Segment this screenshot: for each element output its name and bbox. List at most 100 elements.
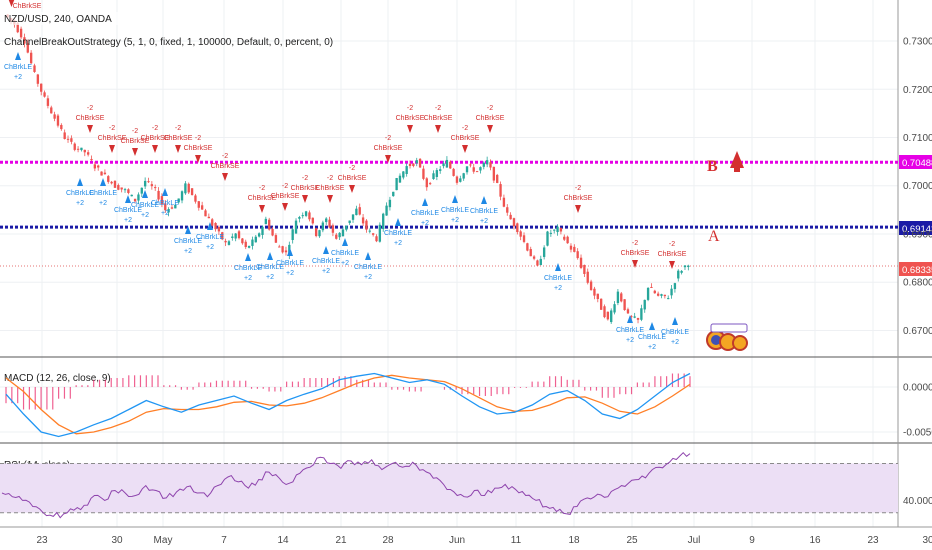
svg-text:0.70488: 0.70488 [902, 158, 932, 169]
arrow-up-icon [245, 253, 251, 261]
arrow-up-icon [342, 238, 348, 246]
candle-body [214, 222, 217, 230]
candle-body [589, 281, 593, 291]
arrow-down-icon [132, 148, 138, 156]
long-signal-qty: +2 [451, 217, 459, 224]
candle-body [670, 288, 673, 296]
candle-body [643, 299, 646, 310]
long-signal-qty: +2 [266, 274, 274, 281]
short-signal-qty: -2 [327, 175, 333, 182]
candle-body [680, 270, 683, 273]
candle-body [130, 194, 133, 197]
candle-body [415, 160, 418, 164]
short-signal-qty: -2 [302, 175, 308, 182]
long-signal-qty: +2 [626, 337, 634, 344]
candle-body [536, 260, 539, 266]
long-signal-qty: +2 [421, 220, 429, 227]
time-axis[interactable]: 23 30 May 7 14 21 28 Jun 11 18 25 Jul 9 16 23 30 [36, 535, 932, 546]
candle-body [459, 178, 462, 182]
short-signal-label: ChBrkSE [564, 195, 593, 202]
candle-body [311, 217, 314, 224]
candle-body [422, 168, 425, 179]
candle-body [620, 293, 623, 302]
candle-body [435, 170, 439, 177]
candle-body [402, 171, 405, 178]
candle-body [599, 298, 603, 310]
short-signal-qty: -2 [152, 125, 158, 132]
candle-body [656, 293, 660, 296]
candle-body [90, 158, 93, 160]
candle-body [281, 246, 284, 253]
candle-body [398, 175, 402, 183]
short-signal-label: ChBrkSE [291, 185, 320, 192]
short-signal-label: ChBrkSE [658, 251, 687, 258]
short-signal-qty: -2 [435, 105, 441, 112]
candle-body [469, 164, 472, 166]
candle-body [170, 207, 174, 209]
symbol-title: NZD/USD, 240, OANDA [4, 14, 112, 25]
candle-body [63, 132, 66, 140]
long-signal-qty: +2 [322, 268, 330, 275]
candle-body [646, 287, 650, 300]
short-signal-label: ChBrkSE [316, 185, 345, 192]
arrow-up-icon [422, 198, 428, 206]
candle-body [539, 258, 542, 266]
candle-body [110, 181, 113, 184]
arrow-down-icon [327, 195, 333, 203]
short-signal-qty: -2 [407, 105, 413, 112]
arrow-up-icon [162, 188, 168, 196]
short-signal-label: ChBrkSE [211, 163, 240, 170]
arrow-down-icon [259, 205, 265, 213]
long-signal-qty: +2 [286, 270, 294, 277]
candle-body [573, 246, 576, 252]
long-signal-label: ChBrkLE [544, 275, 572, 282]
candle-body [103, 172, 107, 175]
time-tick-label: 21 [335, 535, 347, 546]
candle-body [626, 309, 630, 314]
macd-tick-label: 0.0000 [903, 383, 932, 394]
arrow-up-icon [672, 317, 678, 325]
candle-body [603, 306, 606, 318]
candle-body [325, 218, 328, 223]
short-signal-qty: -2 [222, 153, 228, 160]
long-signal-label: ChBrkLE [151, 200, 179, 207]
arrow-up-icon [185, 226, 191, 234]
time-tick-label: May [154, 535, 173, 546]
candle-body [308, 212, 311, 220]
candle-body [60, 124, 63, 130]
candle-body [677, 270, 680, 279]
short-signal-label: ChBrkSE [424, 115, 453, 122]
candle-body [546, 231, 549, 246]
candle-body [247, 245, 251, 248]
short-signal-qty: -2 [669, 241, 675, 248]
candle-body [667, 298, 670, 300]
candle-body [40, 83, 43, 92]
candle-body [630, 316, 633, 318]
long-signal-label: ChBrkLE [114, 207, 142, 214]
long-signal-qty: +2 [14, 74, 22, 81]
candle-body [687, 265, 690, 268]
rsi-band-fill [0, 463, 898, 513]
candle-body [348, 220, 351, 224]
candle-body [361, 217, 365, 224]
candle-body [395, 178, 398, 191]
arrow-down-icon [302, 195, 308, 203]
candle-body [553, 229, 556, 231]
candle-body [16, 23, 19, 33]
candle-body [237, 231, 241, 239]
candle-body [569, 245, 573, 250]
candle-body [278, 246, 281, 248]
candle-body [559, 228, 563, 232]
candle-body [26, 43, 29, 53]
candle-body [522, 235, 526, 242]
short-signal-label: ChBrkSE [141, 135, 170, 142]
long-signal-qty: +2 [671, 339, 679, 346]
long-signal-label: ChBrkLE [354, 264, 382, 271]
candle-body [194, 195, 197, 202]
long-signal-label: ChBrkLE [384, 230, 412, 237]
candle-body [133, 198, 137, 202]
candle-body [244, 241, 247, 248]
